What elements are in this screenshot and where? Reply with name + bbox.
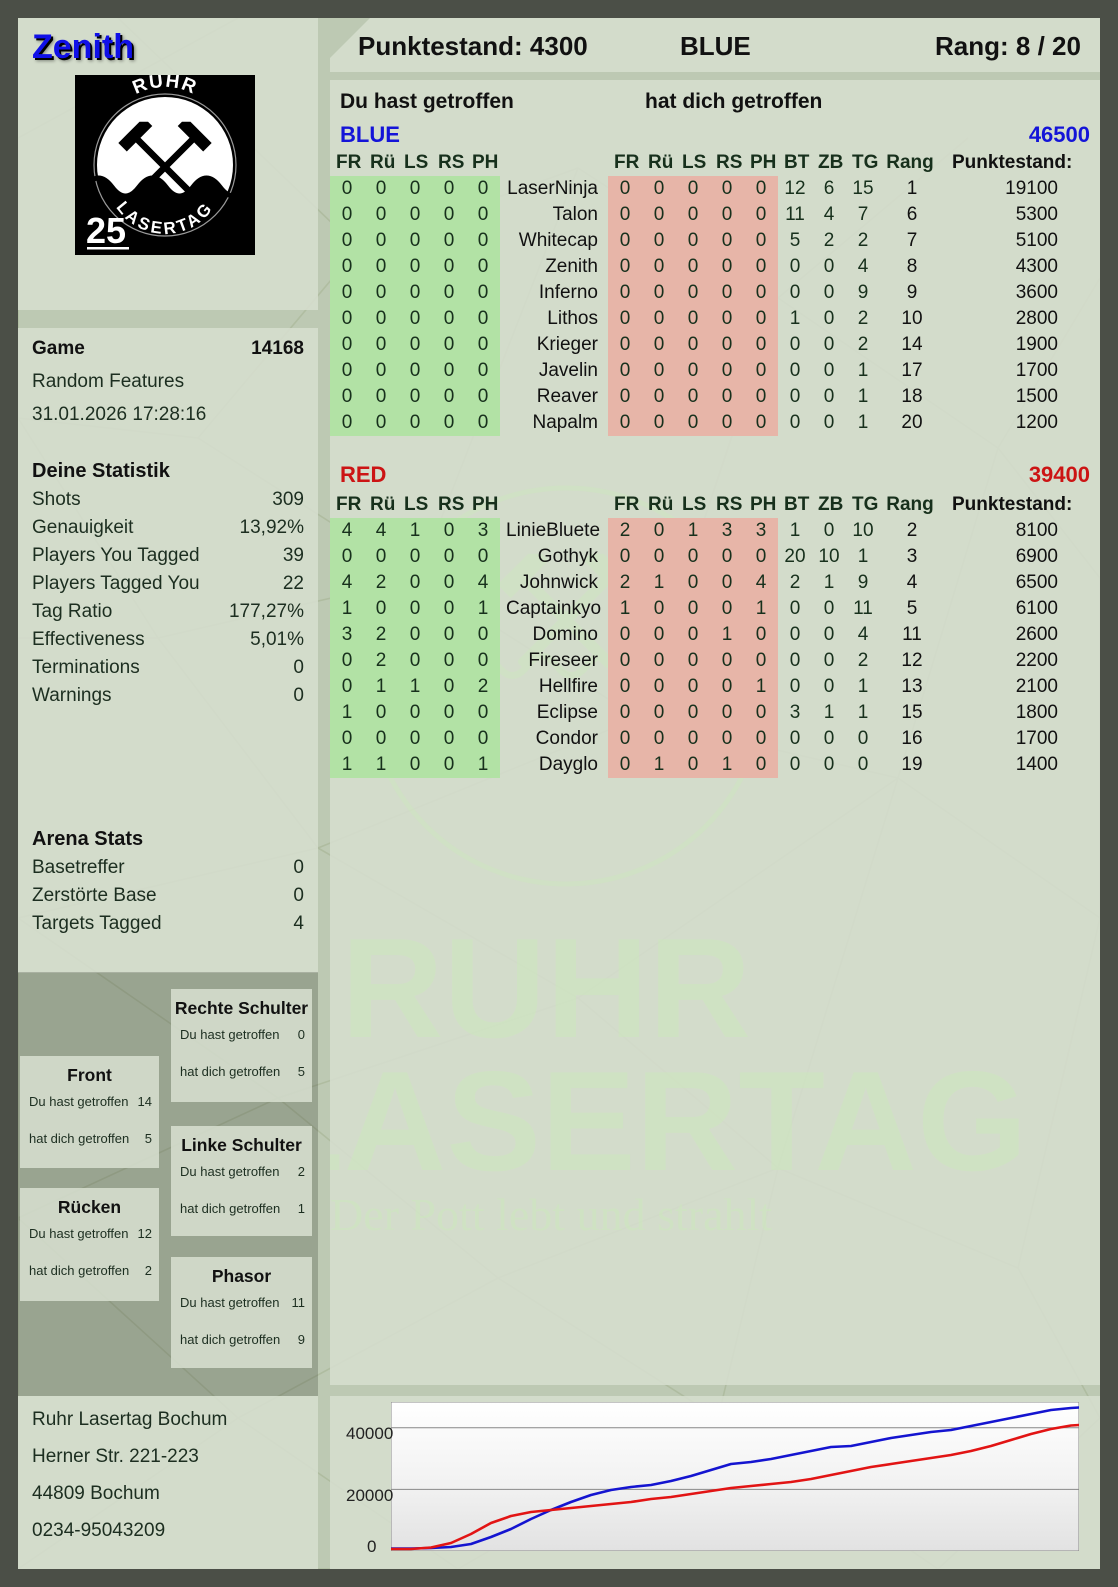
svg-text:25: 25 <box>86 210 126 251</box>
svg-text:LASERTAG: LASERTAG <box>330 1042 1027 1201</box>
svg-text:Der Pott lebt und strahlt: Der Pott lebt und strahlt <box>330 1189 772 1240</box>
